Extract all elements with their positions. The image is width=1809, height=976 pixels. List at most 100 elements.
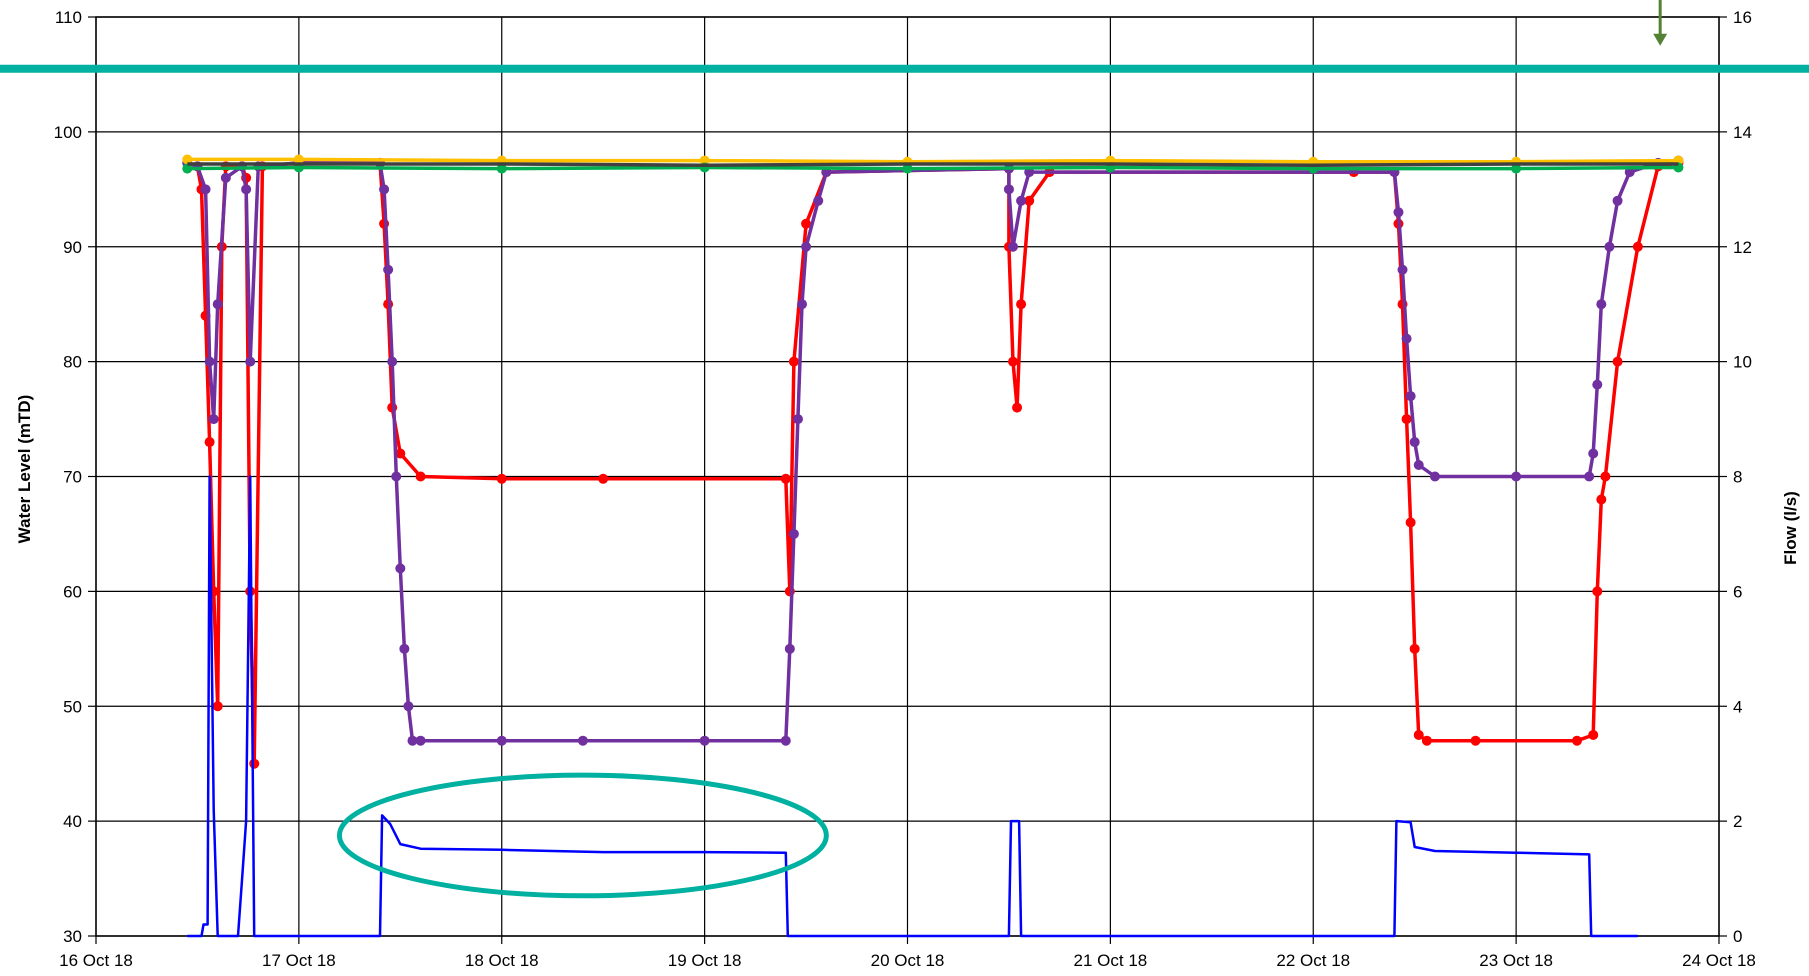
series-point-1 [813,195,824,206]
series-point-1 [1604,241,1615,252]
series-point-0 [1588,729,1599,740]
series-point-1 [699,735,710,746]
series-point-1 [212,299,223,310]
series-point-0 [1007,356,1018,367]
series-point-1 [1596,299,1607,310]
arrow-head [1653,33,1668,46]
series-point-0 [249,758,260,769]
x-tick-label: 21 Oct 18 [1074,951,1148,970]
series-group [182,154,1684,938]
y2-axis-label: Flow (l/s) [1781,491,1800,565]
highlight-ellipse [336,772,829,899]
series-point-0 [1571,735,1582,746]
series-point-1 [1401,333,1412,344]
series-point-1 [1413,460,1424,471]
y-tick-label: 40 [63,812,82,831]
y-axis-label: Water Level (mTD) [15,395,34,544]
series-point-1 [383,264,394,275]
y2-tick-label: 12 [1733,238,1752,257]
series-line-3 [187,165,1679,171]
series-point-1 [395,563,406,574]
y-tick-label: 70 [63,468,82,487]
series-point-1 [208,414,219,425]
x-tick-label: 24 Oct 18 [1682,951,1756,970]
series-line-5 [187,475,1638,938]
y-tick-label: 30 [63,927,82,946]
series-point-1 [387,356,398,367]
series-point-0 [1470,735,1481,746]
y2-tick-label: 14 [1733,123,1752,142]
series-point-0 [1016,299,1027,310]
series-point-0 [1632,241,1643,252]
series-point-0 [1596,494,1607,505]
series-point-1 [801,241,812,252]
series-point-1 [241,184,252,195]
y2-tick-label: 2 [1733,812,1742,831]
series-point-3 [902,163,913,174]
series-point-3 [1511,163,1522,174]
series-point-1 [784,643,795,654]
y-tick-label: 110 [55,8,82,27]
x-tick-label: 17 Oct 18 [262,951,336,970]
series-point-0 [395,448,406,459]
series-point-0 [598,473,609,484]
series-point-1 [780,735,791,746]
series-point-1 [792,414,803,425]
series-line-2 [187,157,1679,164]
series-point-0 [204,437,215,448]
grid-lines [88,16,1727,944]
series-point-0 [1600,471,1611,482]
y2-tick-label: 16 [1733,8,1752,27]
y-tick-label: 90 [63,238,82,257]
series-point-1 [1511,471,1522,482]
series-point-0 [415,471,426,482]
series-point-0 [1401,414,1412,425]
series-point-0 [1024,195,1035,206]
series-point-1 [1592,379,1603,390]
series-point-1 [204,356,215,367]
y-tick-label: 100 [54,123,82,142]
series-point-1 [1588,448,1599,459]
series-point-0 [1421,735,1432,746]
series-point-2 [293,154,304,165]
series-point-1 [1612,195,1623,206]
series-point-1 [391,471,402,482]
series-point-1 [1429,471,1440,482]
series-point-1 [1003,184,1014,195]
series-point-1 [577,735,588,746]
series-point-3 [182,163,193,174]
y-tick-label: 50 [63,697,82,716]
series-point-1 [1409,437,1420,448]
series-point-1 [1016,195,1027,206]
series-point-0 [1012,402,1023,413]
series-point-0 [1413,729,1424,740]
x-tick-label: 19 Oct 18 [668,951,742,970]
series-point-0 [1405,517,1416,528]
series-point-2 [182,154,193,165]
x-tick-label: 18 Oct 18 [465,951,539,970]
series-point-1 [220,172,231,183]
series-point-1 [1007,241,1018,252]
series-point-1 [379,184,390,195]
series-point-1 [1584,471,1595,482]
y2-tick-label: 10 [1733,353,1752,372]
series-point-1 [788,528,799,539]
series-point-1 [407,735,418,746]
series-point-0 [780,473,791,484]
series-point-1 [1393,207,1404,218]
series-point-1 [1405,391,1416,402]
annotations-group [0,0,1809,899]
x-tick-label: 22 Oct 18 [1276,951,1350,970]
y-tick-label: 60 [63,582,82,601]
y-tick-label: 80 [63,353,82,372]
y2-tick-label: 4 [1733,697,1742,716]
series-point-0 [496,473,507,484]
series-point-0 [212,701,223,712]
series-point-0 [1409,643,1420,654]
series-point-1 [200,184,211,195]
series-point-1 [403,701,414,712]
series-point-3 [496,163,507,174]
x-tick-label: 20 Oct 18 [871,951,945,970]
series-point-1 [399,643,410,654]
